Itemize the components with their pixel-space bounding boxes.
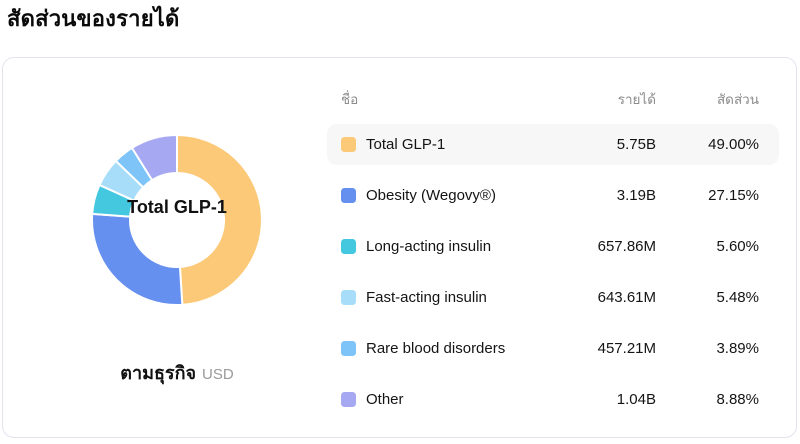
legend-color-swatch	[341, 290, 356, 305]
legend-name-cell: Obesity (Wegovy®)	[341, 187, 541, 204]
legend-color-swatch	[341, 137, 356, 152]
legend-name-cell: Long-acting insulin	[341, 238, 541, 255]
chart-group-label: ตามธุรกิจ	[120, 363, 197, 383]
legend-color-swatch	[341, 341, 356, 356]
legend-header-share: สัดส่วน	[716, 92, 759, 107]
legend-revenue-value: 657.86M	[597, 238, 656, 255]
legend-label: Obesity (Wegovy®)	[366, 187, 496, 204]
donut-segment[interactable]	[91, 212, 184, 306]
chart-footer: ตามธุรกิจ USD	[17, 358, 337, 387]
legend-table: ชื่อ รายได้ สัดส่วน Total GLP-1 5.75B 49…	[327, 88, 779, 430]
legend-row[interactable]: Long-acting insulin 657.86M 5.60%	[327, 226, 779, 267]
legend-label: Fast-acting insulin	[366, 289, 487, 306]
legend-revenue-value: 643.61M	[597, 289, 656, 306]
legend-color-swatch	[341, 188, 356, 203]
legend-revenue-value: 457.21M	[597, 340, 656, 357]
legend-label: Other	[366, 391, 404, 408]
legend-name-cell: Rare blood disorders	[341, 340, 541, 357]
legend-header-name: ชื่อ	[341, 92, 359, 107]
legend-name-cell: Other	[341, 391, 541, 408]
page-title: สัดส่วนของรายได้	[7, 6, 180, 31]
legend-row[interactable]: Other 1.04B 8.88%	[327, 379, 779, 420]
legend-header-row: ชื่อ รายได้ สัดส่วน	[327, 88, 779, 110]
legend-color-swatch	[341, 239, 356, 254]
legend-share-value: 27.15%	[708, 187, 759, 204]
legend-revenue-value: 5.75B	[616, 136, 656, 153]
legend-share-value: 8.88%	[716, 391, 759, 408]
legend-row[interactable]: Fast-acting insulin 643.61M 5.48%	[327, 277, 779, 318]
legend-row[interactable]: Total GLP-1 5.75B 49.00%	[327, 124, 779, 165]
chart-currency-label: USD	[202, 366, 234, 383]
donut-segment[interactable]	[131, 134, 178, 182]
donut-segment[interactable]	[176, 134, 263, 306]
revenue-share-card: Total GLP-1 ตามธุรกิจ USD ชื่อ รายได้ สัด…	[2, 57, 797, 438]
donut-center-label: Total GLP-1	[127, 197, 227, 217]
legend-color-swatch	[341, 392, 356, 407]
legend-label: Total GLP-1	[366, 136, 446, 153]
legend-revenue-value: 3.19B	[616, 187, 656, 204]
donut-svg	[91, 134, 263, 306]
legend-revenue-value: 1.04B	[616, 391, 656, 408]
legend-table-body: Total GLP-1 5.75B 49.00% Obesity (Wegovy…	[327, 124, 779, 420]
legend-header-revenue: รายได้	[617, 92, 656, 107]
donut-chart-pane: Total GLP-1 ตามธุรกิจ USD	[3, 58, 333, 437]
legend-share-value: 5.48%	[716, 289, 759, 306]
legend-name-cell: Total GLP-1	[341, 136, 541, 153]
legend-share-value: 49.00%	[708, 136, 759, 153]
legend-label: Rare blood disorders	[366, 340, 506, 357]
legend-share-value: 3.89%	[716, 340, 759, 357]
legend-name-cell: Fast-acting insulin	[341, 289, 541, 306]
legend-label: Long-acting insulin	[366, 238, 492, 255]
legend-row[interactable]: Rare blood disorders 457.21M 3.89%	[327, 328, 779, 369]
legend-row[interactable]: Obesity (Wegovy®) 3.19B 27.15%	[327, 175, 779, 216]
legend-share-value: 5.60%	[716, 238, 759, 255]
